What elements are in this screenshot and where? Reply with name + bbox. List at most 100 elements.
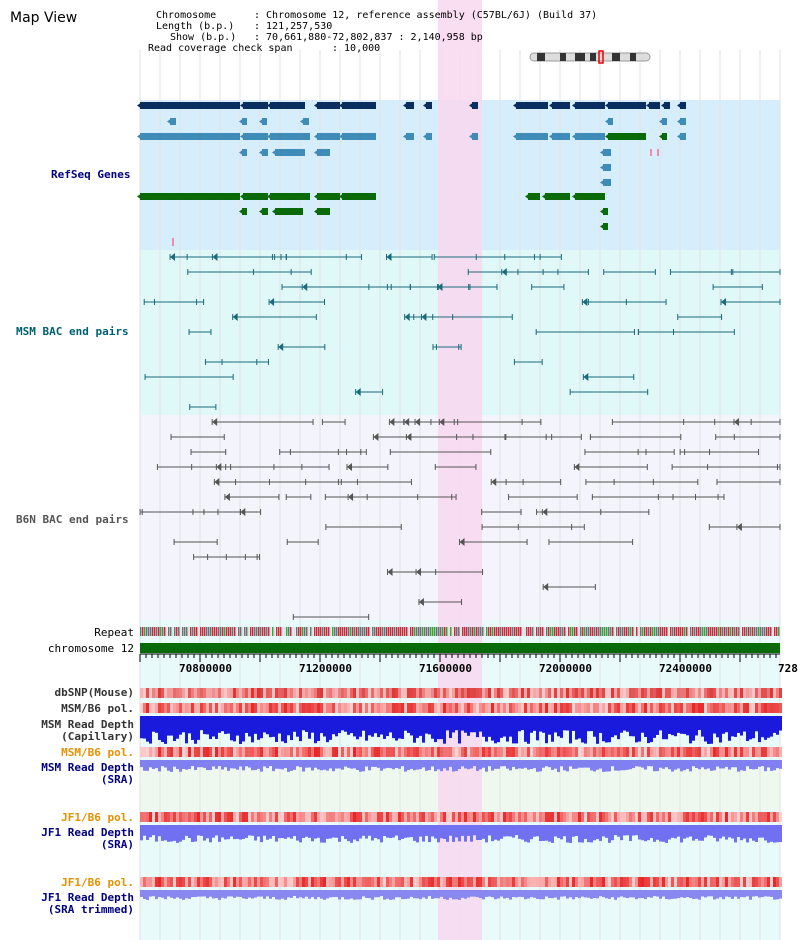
depth-bar — [713, 760, 716, 771]
heat-cell — [299, 812, 302, 822]
heat-cell — [374, 812, 377, 822]
heat-cell — [428, 688, 431, 698]
heat-cell — [431, 747, 434, 757]
depth-bar — [188, 890, 191, 899]
depth-bar — [545, 716, 548, 744]
heat-cell — [710, 688, 713, 698]
heat-cell — [383, 877, 386, 887]
heat-cell — [623, 812, 626, 822]
repeat-mark — [262, 627, 264, 636]
heat-cell — [407, 812, 410, 822]
heat-cell — [593, 877, 596, 887]
depth-bar — [557, 760, 560, 772]
heat-cell — [335, 688, 338, 698]
heat-cell — [740, 877, 743, 887]
gene-arrow — [572, 133, 577, 140]
heat-cell — [140, 877, 143, 887]
heat-cell — [473, 877, 476, 887]
depth-bar — [440, 716, 443, 740]
depth-bar — [602, 716, 605, 742]
heat-cell — [545, 688, 548, 698]
repeat-mark — [704, 627, 706, 636]
repeat-mark — [712, 627, 714, 636]
repeat-mark — [614, 627, 616, 636]
depth-bar — [590, 825, 593, 843]
depth-bar — [407, 716, 410, 733]
depth-bar — [194, 825, 197, 842]
depth-bar — [548, 890, 551, 899]
depth-bar — [248, 890, 251, 898]
depth-bar — [644, 825, 647, 842]
heat-cell — [770, 877, 773, 887]
depth-bar — [524, 716, 527, 742]
depth-bar — [431, 890, 434, 899]
depth-bar — [650, 825, 653, 838]
depth-bar — [305, 825, 308, 837]
depth-bar — [638, 760, 641, 767]
repeat-mark — [778, 627, 780, 636]
depth-bar — [194, 716, 197, 744]
depth-bar — [491, 716, 494, 741]
depth-bar — [410, 760, 413, 769]
depth-bar — [521, 825, 524, 840]
repeat-mark — [606, 627, 608, 636]
depth-bar — [446, 716, 449, 731]
depth-bar — [596, 760, 599, 770]
heat-cell — [737, 688, 740, 698]
depth-bar — [392, 890, 395, 900]
selection-highlight[interactable] — [438, 0, 482, 940]
heat-cell — [770, 703, 773, 713]
heat-cell — [563, 703, 566, 713]
depth-bar — [656, 760, 659, 772]
depth-bar — [707, 825, 710, 836]
heat-cell — [431, 703, 434, 713]
b6n-bac-track[interactable] — [139, 418, 781, 620]
depth-bar — [206, 716, 209, 735]
repeat-mark — [392, 627, 394, 636]
heat-cell — [305, 877, 308, 887]
chromosome-ideogram[interactable] — [529, 50, 651, 64]
heat-cell — [458, 747, 461, 757]
depth-bar — [569, 760, 572, 767]
gene-arrow — [513, 133, 518, 140]
heat-cell — [182, 747, 185, 757]
heat-cell — [743, 877, 746, 887]
heat-cell — [353, 877, 356, 887]
heat-cell — [182, 703, 185, 713]
depth-bar — [431, 716, 434, 739]
repeat-mark — [416, 627, 418, 636]
depth-bar — [377, 760, 380, 768]
heat-cell — [521, 703, 524, 713]
depth-bar — [248, 716, 251, 737]
repeat-mark — [728, 627, 730, 636]
heat-cell — [665, 812, 668, 822]
depth-bar — [425, 825, 428, 836]
depth-bar — [239, 760, 242, 767]
depth-bar — [326, 890, 329, 899]
heat-cell — [398, 812, 401, 822]
heat-cell — [218, 812, 221, 822]
heat-cell — [563, 747, 566, 757]
depth-bar — [575, 760, 578, 769]
heat-cell — [584, 747, 587, 757]
depth-bar — [551, 716, 554, 742]
depth-bar — [521, 890, 524, 898]
repeat-mark — [352, 627, 354, 636]
heat-cell — [152, 688, 155, 698]
depth-bar — [476, 890, 479, 898]
depth-bar — [659, 716, 662, 731]
depth-bar — [266, 890, 269, 897]
depth-bar — [626, 760, 629, 770]
heat-cell — [359, 747, 362, 757]
refseq-gene-track[interactable] — [137, 102, 686, 246]
heat-cell — [635, 747, 638, 757]
msm-bac-track[interactable] — [143, 253, 781, 410]
heat-cell — [452, 877, 455, 887]
heat-cell — [308, 877, 311, 887]
bac-arrow — [224, 493, 230, 501]
heat-cell — [188, 703, 191, 713]
repeat-mark — [506, 627, 508, 636]
heat-cell — [371, 688, 374, 698]
depth-bar — [479, 716, 482, 732]
